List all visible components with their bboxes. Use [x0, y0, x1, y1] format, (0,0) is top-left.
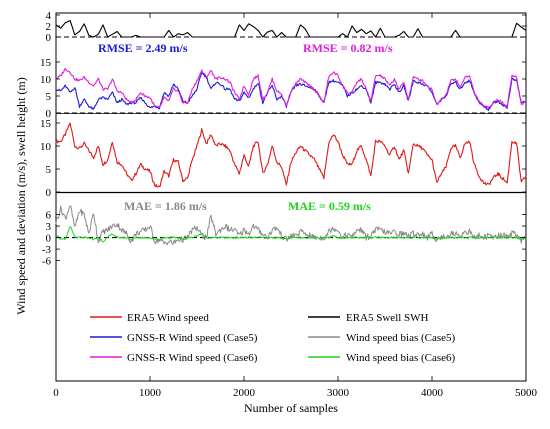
series-line-3: [55, 67, 527, 109]
ytick-label-era5-2: 10: [40, 141, 52, 153]
xtick-label-4: 4000: [421, 387, 444, 399]
rmse-case6-annotation: RMSE = 0.82 m/s: [303, 41, 393, 55]
y-axis-label: Wind speed and deviation (m/s), swell he…: [14, 77, 28, 314]
plot-frame: [55, 12, 527, 382]
ytick-label-gnss-2: 10: [40, 74, 52, 86]
ytick-label-bias-2: 0: [46, 233, 52, 245]
legend-label-bias-case5: Wind speed bias (Case5): [346, 332, 456, 344]
xtick-label-5: 5000: [515, 387, 538, 399]
ytick-label-bias-3: 3: [46, 221, 52, 233]
legend-label-gnss-case6: GNSS-R Wind speed (Case6): [127, 352, 258, 364]
legend-label-gnss-case5: GNSS-R Wind speed (Case5): [127, 332, 258, 344]
legend-label-era5-swh: ERA5 Swell SWH: [346, 312, 429, 324]
ytick-label-bias-0: -6: [42, 256, 52, 268]
xtick-label-3: 3000: [327, 387, 350, 399]
ytick-label-gnss-1: 5: [46, 91, 52, 103]
legend-label-era5-wind: ERA5 Wind speed: [127, 312, 209, 324]
legend-label-bias-case6: Wind speed bias (Case6): [346, 352, 456, 364]
series-line-4: [55, 205, 527, 246]
ytick-label-bias-1: -3: [42, 244, 52, 256]
rmse-case5-annotation: RMSE = 2.49 m/s: [98, 41, 188, 55]
series-line-1: [55, 19, 527, 38]
series-line-0: [55, 122, 527, 188]
ytick-label-swh-2: 4: [46, 10, 52, 22]
series-line-5: [55, 226, 527, 243]
ytick-label-gnss-3: 15: [40, 57, 52, 69]
x-axis-label: Number of samples: [244, 401, 338, 415]
mae-case5-annotation: MAE = 1.86 m/s: [124, 199, 207, 213]
ytick-label-swh-0: 0: [46, 32, 52, 44]
ytick-label-era5-1: 5: [46, 164, 52, 176]
ytick-label-gnss-0: 0: [46, 108, 52, 120]
ytick-label-swh-1: 2: [46, 21, 52, 33]
xtick-label-1: 1000: [139, 387, 162, 399]
x-axis-ticks: 0 1000 2000 3000 4000 5000: [53, 13, 538, 399]
ytick-label-bias-4: 6: [46, 210, 52, 222]
legend: ERA5 Wind speed ERA5 Swell SWH GNSS-R Wi…: [90, 312, 456, 364]
ytick-label-era5-0: 0: [46, 187, 52, 199]
xtick-label-2: 2000: [233, 387, 256, 399]
ytick-label-era5-3: 15: [40, 118, 52, 130]
mae-case6-annotation: MAE = 0.59 m/s: [288, 199, 371, 213]
xtick-label-0: 0: [53, 387, 59, 399]
series-layer: [55, 19, 527, 246]
